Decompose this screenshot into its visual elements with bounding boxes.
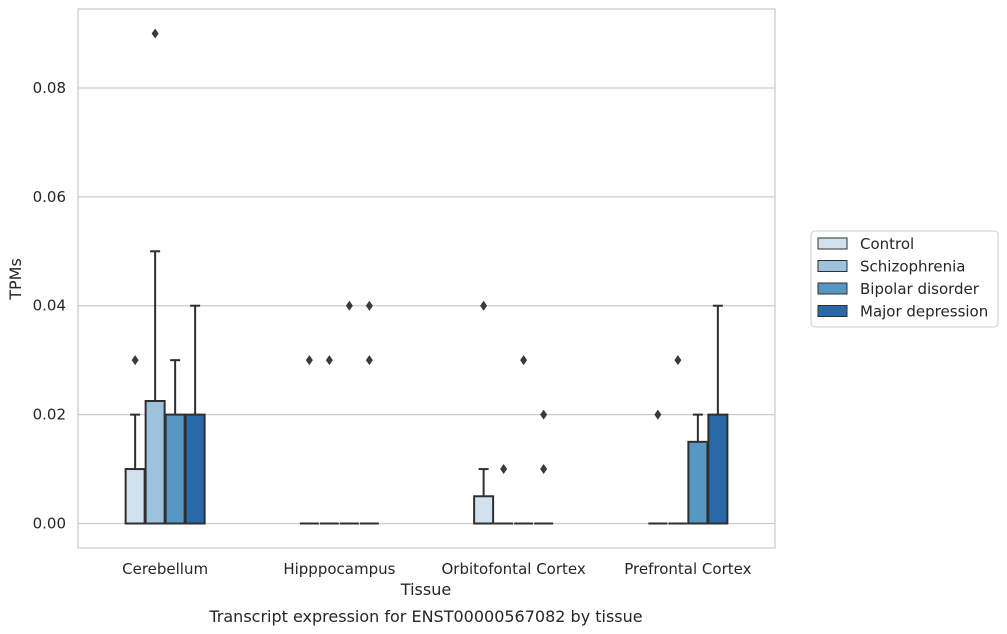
box-major-depression (184, 304, 206, 525)
outlier-point (480, 300, 488, 311)
y-tick-label: 0.08 (33, 79, 66, 97)
outlier-point (325, 355, 333, 366)
box-major-depression (534, 409, 554, 525)
plot-frame (77, 8, 776, 549)
x-axis-label: Tissue (400, 580, 451, 599)
box-control (299, 355, 319, 525)
box (184, 413, 206, 525)
outlier-point (305, 355, 313, 366)
outlier-point (540, 464, 548, 475)
outlier-point (674, 355, 682, 366)
box-bipolar-disorder (164, 359, 186, 525)
legend-frame (810, 230, 999, 328)
legend-label: Major depression (860, 303, 988, 321)
legend-label: Bipolar disorder (860, 280, 980, 298)
box-bipolar-disorder (687, 413, 709, 525)
x-tick-labels: Cerebellum Hipppocampus Orbitofontal Corte… (122, 560, 751, 578)
outlier-point (131, 355, 139, 366)
y-tick-label: 0.00 (33, 515, 66, 533)
legend-swatch (817, 237, 848, 250)
box-major-depression (359, 300, 379, 525)
x-tick-label: Orbitofontal Cortex (442, 560, 586, 578)
outlier-point (365, 355, 373, 366)
box (707, 413, 729, 525)
box-control (473, 300, 495, 525)
x-tick-label: Hipppocampus (283, 560, 395, 578)
box (687, 440, 709, 525)
outlier-point (654, 409, 662, 420)
box (144, 400, 166, 525)
outlier-point (345, 300, 353, 311)
outlier-point (151, 28, 159, 39)
legend-swatch (817, 260, 848, 272)
box-control (124, 355, 146, 525)
y-tick-labels: 0.00 0.02 0.04 0.06 0.08 (33, 79, 66, 533)
outlier-point (520, 355, 528, 366)
outlier-point (365, 300, 373, 311)
box-schizophrenia (668, 355, 688, 525)
legend-label: Schizophrenia (860, 258, 965, 276)
x-tick-label: Prefrontal Cortex (624, 560, 751, 578)
box-major-depression (707, 304, 729, 525)
box-groups (124, 28, 729, 525)
legend: Control Schizophrenia Bipolar disorder Majo… (810, 230, 999, 328)
box-bipolar-disorder (339, 300, 359, 525)
outlier-point (500, 464, 508, 475)
outlier-point (540, 409, 548, 420)
box-schizophrenia (319, 355, 339, 525)
box (473, 495, 495, 525)
y-tick-label: 0.06 (33, 188, 66, 206)
legend-swatch (817, 305, 848, 317)
box (124, 468, 146, 525)
y-axis-label: TPMs (6, 258, 25, 301)
box-schizophrenia (494, 464, 514, 525)
y-tick-label: 0.04 (33, 297, 66, 315)
box (164, 413, 186, 525)
legend-label: Control (860, 235, 914, 253)
box-bipolar-disorder (514, 355, 534, 525)
legend-swatch (817, 282, 848, 295)
x-tick-label: Cerebellum (122, 560, 208, 578)
chart-caption: Transcript expression for ENST0000056708… (208, 607, 642, 626)
box-control (648, 409, 668, 525)
y-tick-label: 0.02 (33, 406, 66, 424)
box-schizophrenia (144, 28, 166, 525)
